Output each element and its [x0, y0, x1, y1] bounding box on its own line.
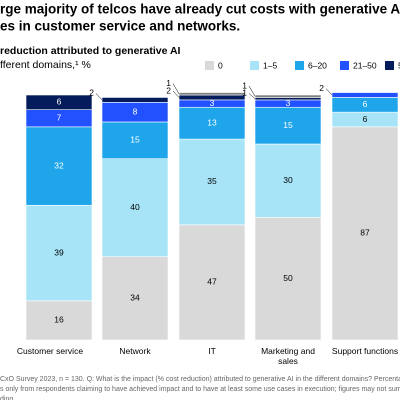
data-label: 34	[130, 293, 140, 303]
leader-line	[95, 93, 103, 101]
data-label: 8	[133, 106, 138, 116]
bar-segment	[101, 97, 169, 103]
bar-segment	[254, 97, 322, 101]
bar-segment	[178, 92, 246, 96]
data-label: 6	[57, 97, 62, 107]
data-label: 2	[89, 88, 94, 98]
leader-line	[325, 88, 333, 96]
footnote: s only from respondents claiming to have…	[0, 386, 400, 393]
data-label: 15	[130, 135, 140, 145]
legend-label: 50+	[398, 60, 400, 70]
leader-line	[248, 93, 256, 99]
bar-segment	[25, 204, 93, 302]
footnote: CxO Survey 2023, n = 130. Q: What is the…	[0, 376, 400, 383]
legend-label: 0	[218, 60, 223, 70]
leader-line	[248, 85, 256, 97]
data-label: 13	[207, 117, 217, 127]
data-label: 1	[242, 88, 247, 98]
bar-segment	[254, 106, 322, 145]
legend-swatch	[250, 61, 259, 70]
data-label: 3	[286, 98, 291, 108]
data-label: 16	[54, 315, 64, 325]
legend-label: 6–20	[308, 60, 327, 70]
data-label: 7	[57, 113, 62, 123]
bar-segment	[25, 300, 93, 341]
chart-title: rge majority of telcos have already cut …	[0, 2, 400, 17]
bar-segment	[25, 126, 93, 206]
bar-segment	[254, 143, 322, 218]
bar-segment	[101, 158, 169, 257]
bar-segment	[254, 94, 322, 98]
legend-label: 21–50	[353, 60, 377, 70]
data-label: 1	[242, 80, 247, 90]
data-label: 35	[207, 176, 217, 186]
legend-swatch	[385, 61, 394, 70]
legend-swatch	[340, 61, 349, 70]
data-label: 47	[207, 277, 217, 287]
data-label: 15	[283, 120, 293, 130]
data-label: 1	[166, 78, 171, 88]
footnote: ding.	[0, 396, 16, 400]
x-tick-label: Support functions	[331, 346, 399, 356]
bar-segment	[254, 217, 322, 341]
bar-segment	[178, 94, 246, 101]
data-label: 6	[363, 114, 368, 124]
data-label: 32	[54, 160, 64, 170]
x-tick-label: Network	[119, 346, 151, 356]
data-label: 30	[283, 175, 293, 185]
data-label: 39	[54, 247, 64, 257]
x-tick-label: Customer service	[16, 346, 84, 356]
bar-segment	[178, 106, 246, 140]
data-label: 3	[210, 98, 215, 108]
chart-title: es in customer service and networks.	[0, 19, 240, 34]
bar-segment	[25, 94, 93, 110]
bar-segment	[331, 92, 399, 98]
bar-segment	[101, 256, 169, 341]
bar-segment	[331, 126, 399, 341]
x-tick-label: IT	[208, 346, 216, 356]
data-label: 40	[130, 202, 140, 212]
data-label: 2	[166, 85, 171, 95]
leader-line	[172, 90, 180, 98]
data-label: 2	[319, 83, 324, 93]
bar-segment	[178, 224, 246, 341]
data-label: 50	[283, 273, 293, 283]
leader-line	[172, 83, 180, 94]
legend-swatch	[295, 61, 304, 70]
chart-subtitle: fferent domains,¹ %	[0, 59, 91, 71]
bar-segment	[101, 121, 169, 159]
data-label: 87	[360, 228, 370, 238]
chart-subtitle: reduction attributed to generative AI	[0, 45, 181, 57]
legend-label: 1–5	[263, 60, 277, 70]
x-tick-label: Marketing and sales	[261, 346, 315, 366]
data-label: 6	[363, 99, 368, 109]
bar-segment	[178, 138, 246, 226]
legend-swatch	[205, 61, 214, 70]
